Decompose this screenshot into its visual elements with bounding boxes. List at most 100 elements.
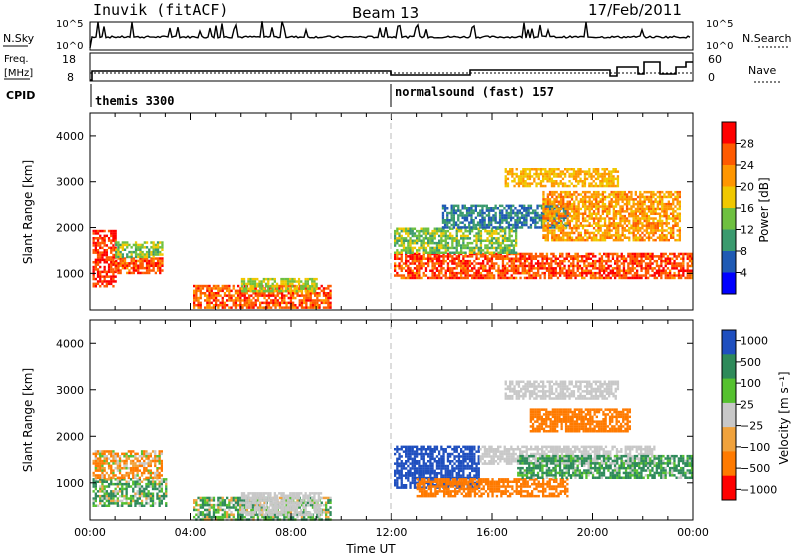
power-region-9 <box>504 168 620 188</box>
velocity-colorbar-tick-label-5: −100 <box>740 441 770 454</box>
velocity-xtick-label-4: 16:00 <box>476 526 508 539</box>
beam-title: Beam 13 <box>352 4 419 22</box>
nsky-label: N.Sky <box>3 32 35 45</box>
cpid-segment-2: normalsound (fast) 157 <box>395 85 554 99</box>
velocity-colorbar-swatch-3 <box>722 402 736 428</box>
velocity-colorbar-tick-label-7: −1000 <box>740 483 777 496</box>
velocity-colorbar-swatch-2 <box>722 378 736 404</box>
velocity-colorbar-ticks: 1000 500 100 25 −25 −100 −500 −1000 <box>736 335 777 496</box>
power-region-5 <box>394 252 694 280</box>
velocity-colorbar-tick-label-2: 100 <box>740 377 761 390</box>
power-colorbar-tick-label-0: 4 <box>740 267 747 280</box>
nave-tick-top: 60 <box>708 53 722 66</box>
power-y-axis: 1000 2000 3000 4000 <box>56 130 693 280</box>
power-colorbar-swatch-0 <box>722 122 736 144</box>
velocity-xtick-label-0: 00:00 <box>74 526 106 539</box>
velocity-colorbar-swatch-0 <box>722 330 736 355</box>
date-title: 17/Feb/2011 <box>588 1 682 19</box>
power-region-2 <box>115 241 164 259</box>
power-colorbar-swatch-7 <box>722 272 736 295</box>
velocity-ytick-label-2: 3000 <box>56 384 84 397</box>
power-colorbar-swatch-3 <box>722 186 736 209</box>
velocity-y-axis-label: Slant Range [km] <box>21 368 35 472</box>
power-colorbar-tick-label-4: 20 <box>740 181 754 194</box>
power-panel: 1000 2000 3000 4000 Slant Range [km] <box>21 112 694 311</box>
power-colorbar-tick-label-2: 12 <box>740 224 754 237</box>
cpid-row: CPID themis 3300 normalsound (fast) 157 <box>6 84 554 108</box>
velocity-colorbar-tick-label-3: 25 <box>740 398 754 411</box>
power-region-6 <box>394 227 518 254</box>
power-region-0 <box>92 229 117 288</box>
power-ytick-label-0: 1000 <box>56 267 84 280</box>
nsky-tick-bottom: 10^0 <box>56 41 83 52</box>
power-ytick-label-1: 2000 <box>56 222 84 235</box>
velocity-region-0 <box>92 478 168 507</box>
velocity-xtick-label-1: 04:00 <box>175 526 207 539</box>
velocity-xtick-label-5: 20:00 <box>577 526 609 539</box>
power-ytick-label-3: 4000 <box>56 130 84 143</box>
station-title: Inuvik (fitACF) <box>93 1 228 19</box>
velocity-colorbar-swatch-6 <box>722 475 736 501</box>
velocity-colorbar-swatch-4 <box>722 427 736 452</box>
velocity-region-9 <box>504 380 620 400</box>
velocity-colorbar-tick-label-0: 1000 <box>740 335 768 348</box>
power-y-axis-label: Slant Range [km] <box>21 160 35 264</box>
velocity-region-3 <box>240 492 323 517</box>
power-colorbar-tick-label-6: 28 <box>740 138 754 151</box>
velocity-region-5 <box>416 478 569 498</box>
freq-tick-bottom: 8 <box>67 71 74 84</box>
cpid-label: CPID <box>6 89 35 102</box>
velocity-colorbar-swatch-1 <box>722 354 736 380</box>
velocity-region-7 <box>517 454 694 479</box>
velocity-colorbar-tick-label-1: 500 <box>740 356 761 369</box>
nave-tick-bottom: 0 <box>708 71 715 84</box>
power-colorbar-swatch-6 <box>722 251 736 273</box>
freq-tick-top: 18 <box>62 53 76 66</box>
velocity-ytick-label-3: 4000 <box>56 337 84 350</box>
velocity-xtick-label-2: 08:00 <box>275 526 307 539</box>
power-region-4 <box>240 277 318 293</box>
velocity-data-layer <box>92 380 694 521</box>
velocity-colorbar-label: Velocity [m s⁻¹] <box>777 371 791 464</box>
nsearch-tick-bottom: 10^0 <box>706 41 733 52</box>
x-axis-label: Time UT <box>345 542 396 554</box>
power-colorbar-swatch-1 <box>722 143 736 166</box>
freq-strip: Freq. [MHz] 18 8 60 0 Nave <box>4 52 782 84</box>
power-colorbar: 4 8 12 16 20 24 28 Power [dB] <box>721 121 771 295</box>
power-colorbar-swatch-4 <box>722 208 736 230</box>
power-region-8 <box>542 190 681 242</box>
velocity-xtick-label-6: 00:00 <box>677 526 709 539</box>
power-colorbar-swatch-2 <box>722 165 736 187</box>
velocity-x-axis: 00:00 04:00 08:00 12:00 16:00 20:00 00:00 <box>74 320 709 539</box>
nsky-tick-top: 10^5 <box>56 19 83 30</box>
power-colorbar-tick-label-1: 8 <box>740 245 747 258</box>
velocity-region-8 <box>529 408 631 433</box>
velocity-colorbar-tick-label-6: −500 <box>740 462 770 475</box>
velocity-xtick-label-3: 12:00 <box>376 526 408 539</box>
power-colorbar-tick-label-5: 24 <box>740 159 754 172</box>
velocity-colorbar-tick-label-4: −25 <box>740 420 763 433</box>
power-region-1 <box>115 257 164 275</box>
power-colorbar-swatches <box>722 122 736 295</box>
freq-unit: [MHz] <box>4 68 33 79</box>
velocity-region-1 <box>92 450 163 480</box>
power-colorbar-label: Power [dB] <box>757 177 771 242</box>
nsearch-label: N.Search <box>742 32 792 45</box>
nave-label: Nave <box>748 64 776 77</box>
cpid-segment-1: themis 3300 <box>95 94 174 108</box>
power-colorbar-ticks: 4 8 12 16 20 24 28 <box>736 138 754 280</box>
power-colorbar-swatch-5 <box>722 229 736 252</box>
velocity-colorbar: 1000 500 100 25 −25 −100 −500 −1000 Velocity [m… <box>721 329 791 501</box>
velocity-y-axis: 1000 2000 3000 4000 <box>56 337 693 490</box>
nsearch-tick-top: 10^5 <box>706 19 733 30</box>
power-ytick-label-2: 3000 <box>56 176 84 189</box>
freq-label: Freq. <box>4 54 29 65</box>
nsky-strip: N.Sky 10^5 10^0 10^5 10^0 N.Search <box>3 19 792 52</box>
power-data-layer <box>92 168 694 309</box>
power-colorbar-tick-label-3: 16 <box>740 202 754 215</box>
nsky-trace <box>89 21 691 49</box>
freq-trace <box>90 61 693 81</box>
velocity-ytick-label-0: 1000 <box>56 477 84 490</box>
